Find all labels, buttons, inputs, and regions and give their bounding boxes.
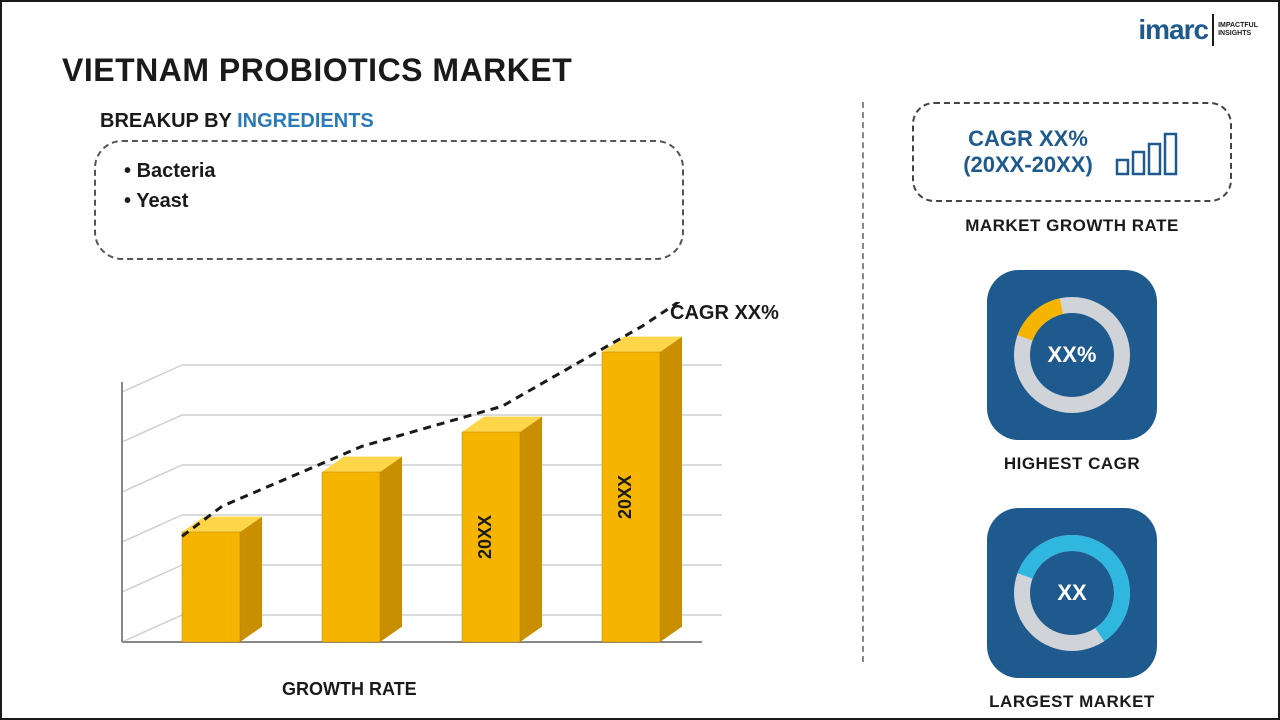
largest-market-tile: XX xyxy=(987,508,1157,678)
highest-cagr-tile: XX% xyxy=(987,270,1157,440)
vertical-divider xyxy=(862,102,864,662)
brand-logo: imarc IMPACTFULINSIGHTS xyxy=(1138,14,1258,46)
ingredients-list: Bacteria Yeast xyxy=(124,156,654,216)
cagr-trend-label: CAGR XX% xyxy=(670,302,779,325)
logo-text: imarc xyxy=(1138,14,1208,46)
list-item: Bacteria xyxy=(124,156,654,186)
bar-chart-svg: 20XX 20XX xyxy=(82,302,742,682)
ingredients-box: Bacteria Yeast xyxy=(94,140,684,260)
growth-chart: 20XX 20XX xyxy=(82,302,742,682)
list-item: Yeast xyxy=(124,186,654,216)
svg-text:20XX: 20XX xyxy=(475,515,495,559)
page-title: VIETNAM PROBIOTICS MARKET xyxy=(62,52,572,89)
growth-rate-label: MARKET GROWTH RATE xyxy=(965,216,1179,236)
highest-cagr-label: HIGHEST CAGR xyxy=(1004,454,1140,474)
cagr-summary-text: CAGR XX%(20XX-20XX) xyxy=(963,126,1093,179)
breakup-prefix: BREAKUP BY xyxy=(100,110,237,132)
breakup-highlight: INGREDIENTS xyxy=(237,110,374,132)
breakup-heading: BREAKUP BY INGREDIENTS xyxy=(100,110,374,133)
svg-text:20XX: 20XX xyxy=(615,475,635,519)
cagr-summary-box: CAGR XX%(20XX-20XX) xyxy=(912,102,1232,202)
tile-value: XX% xyxy=(1048,342,1097,368)
largest-market-label: LARGEST MARKET xyxy=(989,692,1155,712)
growth-bars-icon xyxy=(1111,124,1181,180)
chart-axis-label: GROWTH RATE xyxy=(282,679,417,700)
tile-value: XX xyxy=(1057,580,1086,606)
side-panel: CAGR XX%(20XX-20XX) MARKET GROWTH RATE X… xyxy=(907,102,1237,712)
logo-divider xyxy=(1212,14,1214,46)
logo-tagline: IMPACTFULINSIGHTS xyxy=(1218,22,1258,37)
